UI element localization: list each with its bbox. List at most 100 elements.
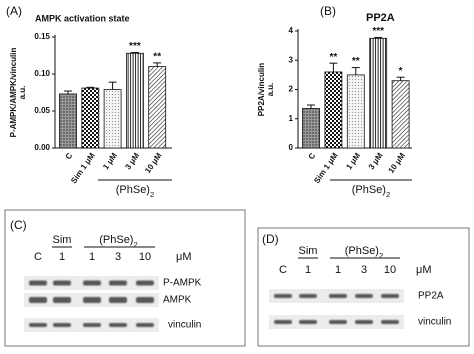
group-label-text: (PhSe) — [116, 184, 150, 196]
blot-band — [109, 323, 127, 327]
sim-label: Sim — [53, 234, 72, 246]
group-label-text: (PhSe) — [345, 245, 379, 257]
group-label-subscript: 2 — [379, 251, 383, 260]
y-axis-label: PP2A/vinculin — [257, 63, 266, 116]
blot-band — [136, 297, 154, 303]
y-axis-label: a.u. — [18, 86, 27, 100]
lane-label: 10 — [139, 251, 151, 263]
blot-band — [29, 280, 47, 286]
blot-band — [83, 280, 101, 286]
significance-label: *** — [129, 41, 141, 52]
lane-label: 1 — [89, 251, 95, 263]
x-tick-label: 1 μM — [344, 151, 362, 171]
bar — [346, 74, 365, 149]
blot-band — [53, 323, 71, 327]
blot-band — [299, 294, 317, 298]
x-tick-label: 3 μM — [123, 151, 141, 171]
blot-band — [53, 297, 71, 303]
group-label-subscript: 2 — [386, 190, 390, 199]
lane-label: 3 — [115, 251, 121, 263]
unit-label: μM — [416, 264, 432, 276]
blot-band — [355, 320, 373, 324]
x-tick-label: 3 μM — [367, 151, 385, 171]
chart-title: PP2A — [366, 12, 395, 24]
blot-band — [109, 297, 127, 303]
group-label: (PhSe)2 — [352, 184, 391, 199]
y-tick-label: 3 — [289, 55, 294, 64]
blot-band — [355, 294, 373, 298]
bar — [302, 108, 320, 149]
sim-label: Sim — [299, 245, 318, 257]
bar — [81, 87, 100, 149]
y-axis-label: a.u. — [266, 83, 275, 97]
row-label: AMPK — [163, 295, 192, 306]
row-label: PP2A — [418, 291, 444, 302]
panel-c-frame — [4, 209, 246, 347]
y-tick-label: 1 — [289, 114, 294, 123]
blot-band — [329, 294, 347, 298]
blot-band — [136, 280, 154, 286]
lane-label: C — [34, 251, 42, 263]
significance-label: ** — [153, 52, 161, 63]
lane-label: 1 — [59, 251, 65, 263]
y-tick-label: 0.05 — [34, 106, 50, 115]
blot-band — [83, 297, 101, 303]
row-label: vinculin — [168, 320, 201, 331]
panel-label: (C) — [10, 218, 27, 232]
blot-band — [381, 320, 399, 324]
panel-d-frame — [257, 227, 470, 347]
bar — [391, 80, 410, 149]
blot-band — [274, 294, 292, 298]
group-label: (PhSe)2 — [116, 184, 155, 199]
lane-label: 10 — [384, 264, 396, 276]
y-tick-label: 0 — [289, 143, 294, 152]
bar — [369, 37, 388, 149]
row-label: vinculin — [418, 317, 451, 328]
lane-label: C — [279, 264, 287, 276]
lane-label: 1 — [335, 264, 341, 276]
row-label: P-AMPK — [163, 278, 202, 289]
bar — [324, 71, 343, 149]
x-tick-label: 10 μM — [387, 151, 408, 175]
blot-band — [109, 280, 127, 286]
blot-band — [299, 320, 317, 324]
bar — [126, 52, 144, 149]
group-label-text: (PhSe) — [99, 234, 133, 246]
group-label-subscript: 2 — [150, 190, 154, 199]
x-tick-label: 10 μM — [143, 151, 164, 175]
bar — [103, 89, 122, 149]
panel-label: (B) — [320, 4, 336, 18]
y-tick-label: 0.15 — [34, 32, 50, 41]
unit-label: μM — [176, 251, 192, 263]
chart-title: AMPK activation state — [35, 13, 130, 23]
blot-band — [136, 323, 154, 327]
group-label: (PhSe)2 — [345, 245, 384, 260]
blot-band — [29, 297, 47, 303]
y-axis-label: P-AMPK/AMPK/vinculin — [9, 47, 18, 137]
y-tick-label: 0.10 — [34, 69, 50, 78]
group-label: (PhSe)2 — [99, 234, 138, 249]
x-tick-label: C — [64, 151, 75, 161]
panel-label: (A) — [6, 4, 22, 18]
significance-label: ** — [352, 56, 360, 67]
blot-band — [381, 294, 399, 298]
panel-label: (D) — [262, 232, 279, 246]
significance-label: ** — [330, 52, 338, 63]
lane-label: 3 — [361, 264, 367, 276]
y-tick-label: 0.00 — [34, 143, 50, 152]
bar — [148, 66, 167, 149]
group-label-subscript: 2 — [133, 240, 137, 249]
significance-label: *** — [372, 26, 384, 37]
y-tick-label: 2 — [289, 85, 294, 94]
y-tick-label: 4 — [289, 26, 294, 35]
blot-band — [29, 323, 47, 327]
blot-band — [274, 320, 292, 324]
x-tick-label: C — [307, 151, 318, 161]
blot-band — [329, 320, 347, 324]
group-label-text: (PhSe) — [352, 184, 386, 196]
lane-label: 1 — [305, 264, 311, 276]
bar — [59, 93, 77, 149]
x-tick-label: 1 μM — [101, 151, 119, 171]
